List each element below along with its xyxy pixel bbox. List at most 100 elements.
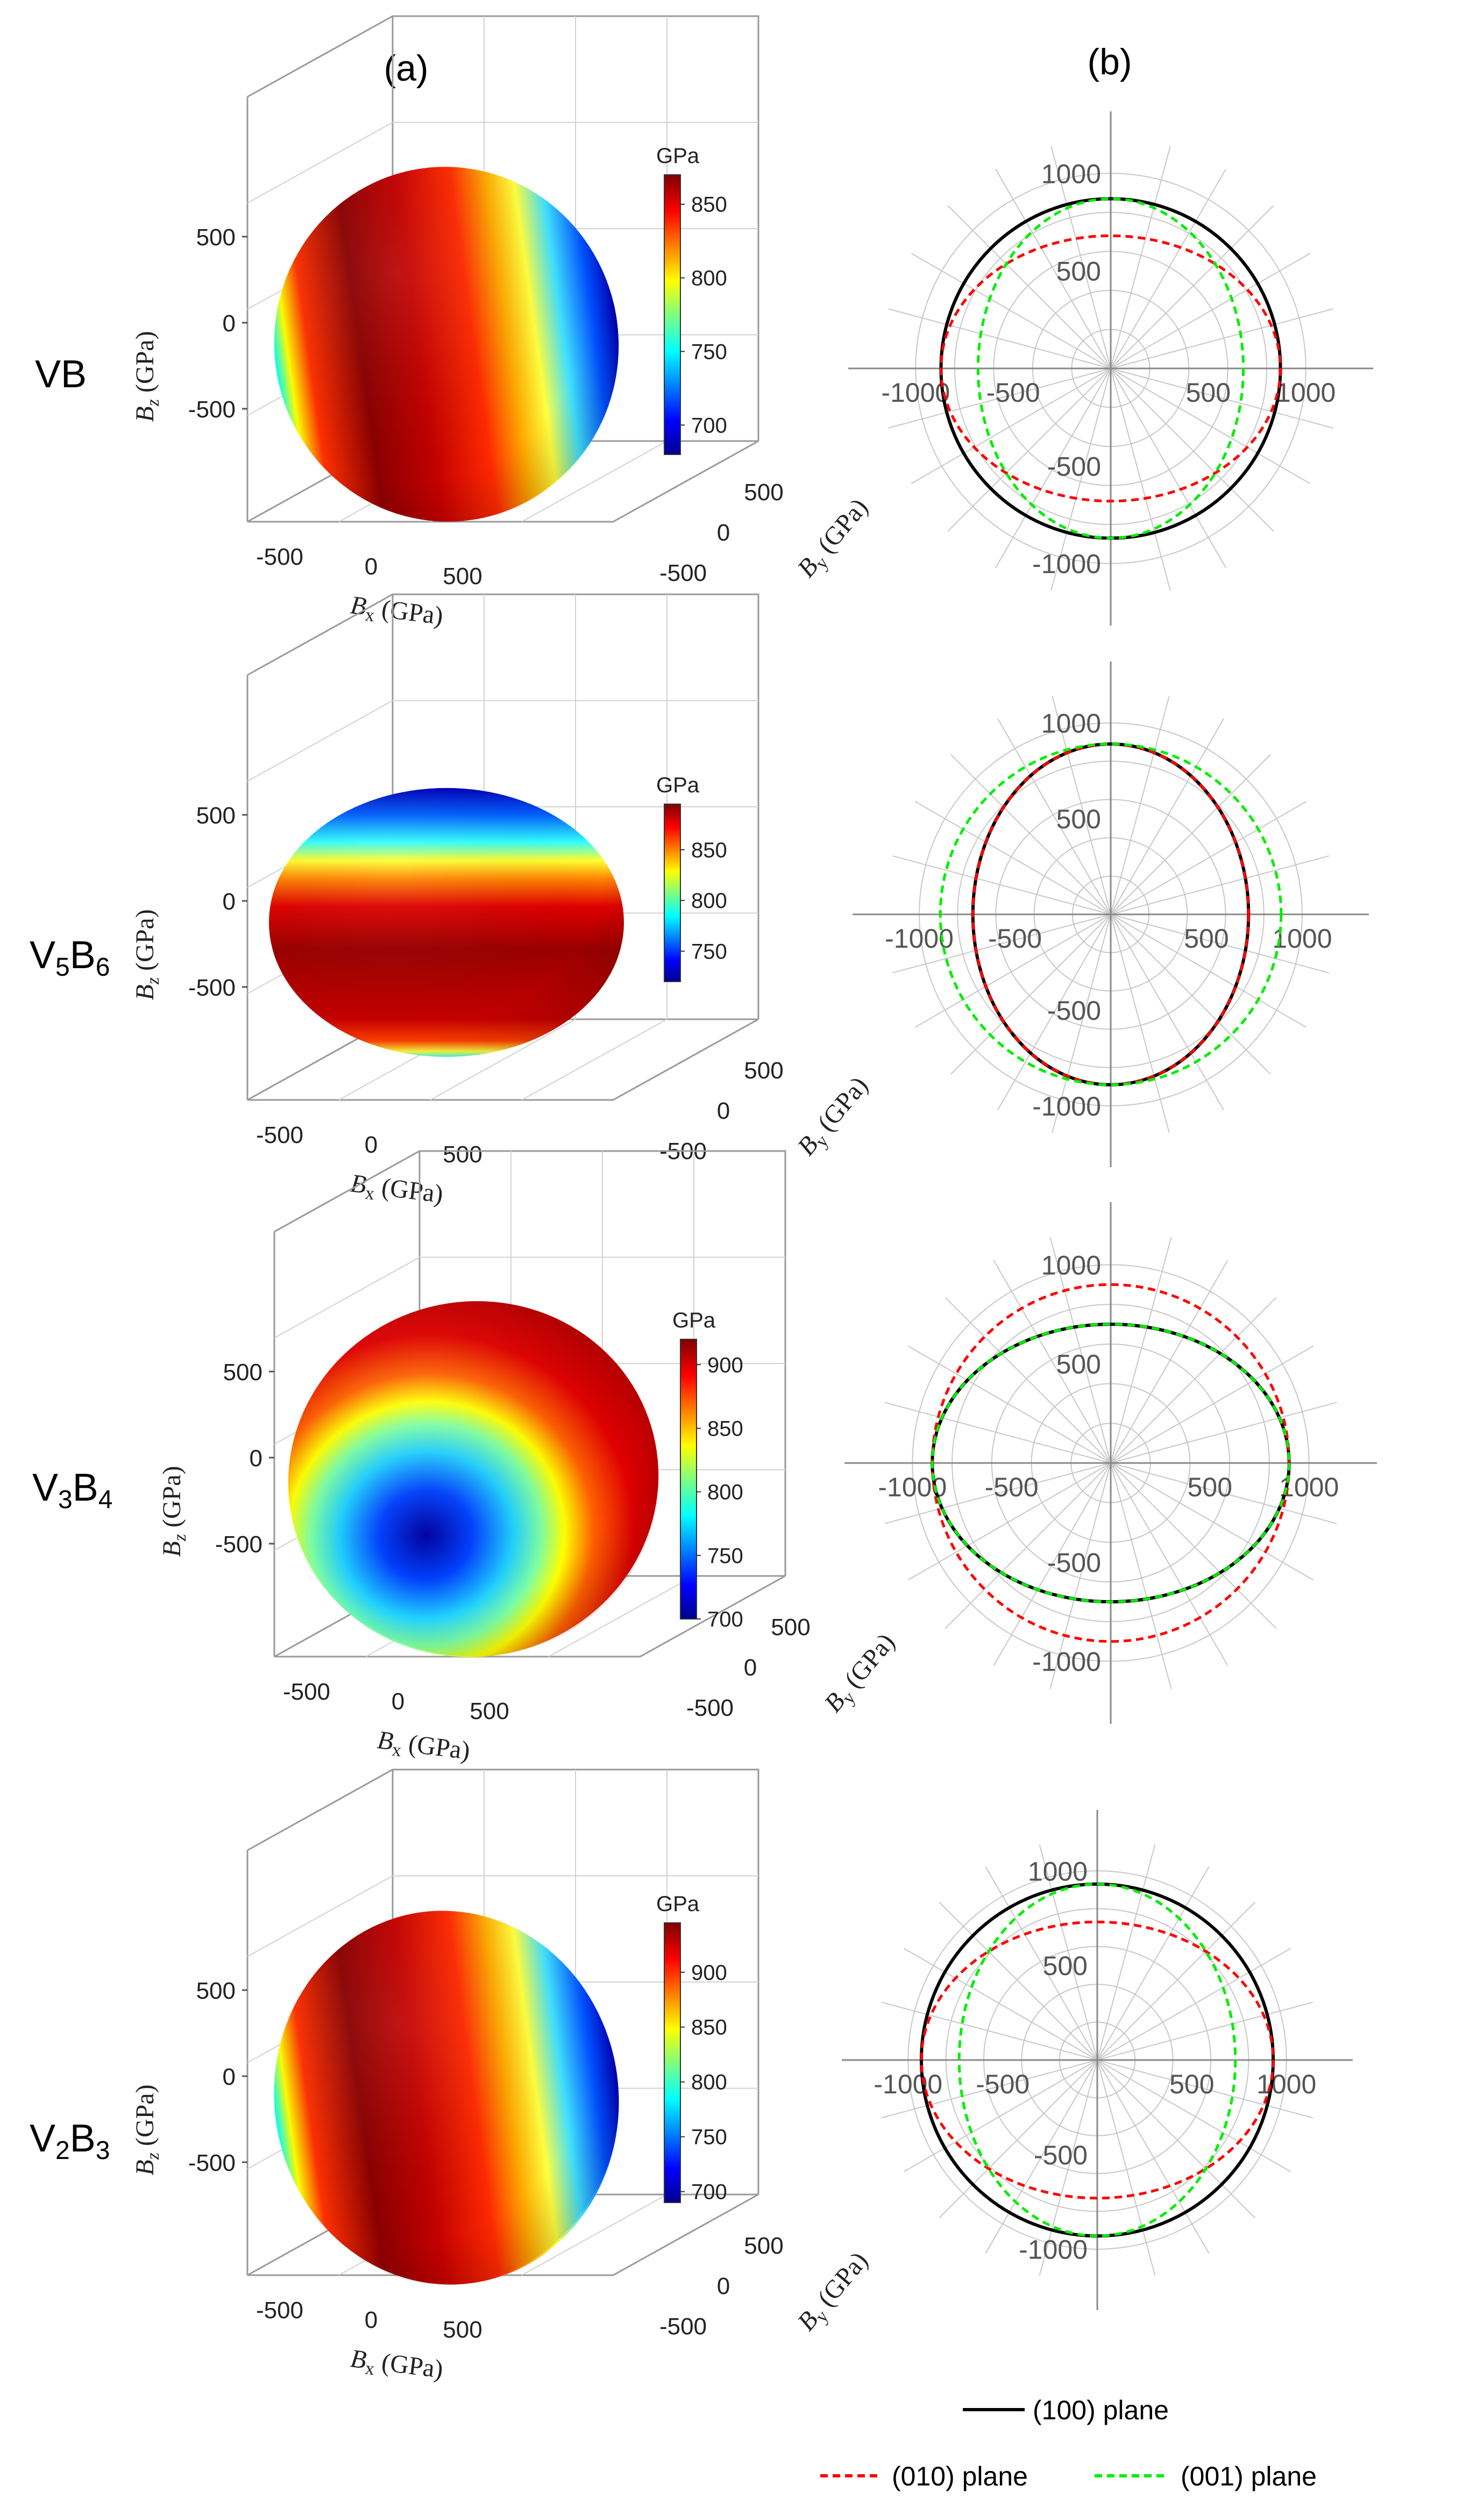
colorbar-gradient [664, 174, 681, 455]
polar-y-tick-label: 500 [1043, 1951, 1088, 1981]
colorbar-tick-label: 750 [691, 940, 727, 963]
surface-shading [274, 1910, 619, 2285]
x-tick-label: 0 [365, 553, 378, 580]
polar-tick-labels: -1000 -500 500 1000 1000 500 -500 -1000 [874, 1856, 1316, 2264]
z-tick-label: 500 [196, 224, 236, 251]
colorbar-tick-label: 750 [691, 2126, 727, 2149]
y-axis-unit: (GPa) [808, 2247, 874, 2317]
polar-y-tick-label: 1000 [1041, 159, 1101, 189]
polar-x-tick-label: 500 [1188, 1472, 1232, 1502]
colorbar: GPa 900 850 800 750 700 [656, 1892, 727, 2204]
z-axis-label: Bz (GPa) [131, 331, 163, 422]
colorbar-gradient [664, 804, 681, 982]
z-tick-label: 0 [223, 889, 236, 915]
colorbar-tick-label: 800 [691, 889, 727, 913]
y-tick-label: 0 [744, 1654, 757, 1681]
row-2: V5B6 500 0 -500 Bz (GPa) -500 0 500 Bx (GPa) 500 0… [30, 593, 1369, 1212]
colorbar-title: GPa [656, 1892, 700, 1916]
polar-y-tick-label: 1000 [1041, 708, 1101, 738]
z-tick-label: 0 [223, 310, 236, 337]
polar-axes [844, 1202, 1377, 1724]
x-axis-label: Bx (GPa) [349, 1169, 445, 1212]
x-axis-symbol: B [349, 591, 368, 621]
colorbar-tick-label: 750 [691, 340, 727, 364]
legend-label-001: (001) plane [1181, 2461, 1317, 2491]
series-010-plane [971, 742, 1250, 1086]
y-axis-unit: (GPa) [835, 1628, 900, 1699]
colorbar-tick-label: 800 [691, 2071, 727, 2094]
series-001-plane [931, 1323, 1291, 1603]
polar-y-tick-label: -1000 [1032, 549, 1101, 579]
x-tick-label: 0 [365, 1132, 378, 1158]
material-text: V [30, 934, 55, 977]
colorbar-title: GPa [656, 144, 700, 168]
y-tick-label: 500 [744, 1057, 783, 1084]
colorbar-tick-label: 900 [691, 1961, 727, 1985]
z-tick-label: -500 [188, 396, 236, 423]
x-tick-labels: -500 0 500 [256, 2297, 482, 2343]
colorbar-tick-label: 850 [691, 2016, 727, 2040]
y-tick-label: 0 [717, 520, 730, 546]
polar-x-tick-label: -1000 [881, 378, 950, 408]
y-tick-label: 0 [717, 1098, 730, 1124]
x-tick-label: 500 [470, 1698, 509, 1724]
x-tick-labels: -500 0 500 [283, 1679, 509, 1724]
material-text: B [73, 1466, 98, 1509]
material-label: V5B6 [30, 934, 110, 982]
z-tick-label: -500 [215, 1531, 262, 1558]
polar-y-tick-label: 500 [1056, 804, 1101, 834]
material-subscript: 3 [96, 2136, 110, 2165]
z-tick-label: -500 [188, 2150, 236, 2176]
x-tick-label: -500 [256, 1122, 303, 1148]
z-axis-label: Bz (GPa) [131, 2084, 163, 2175]
x-tick-label: 500 [443, 563, 482, 590]
z-tick-label: 500 [223, 1359, 262, 1386]
material-label: VB [35, 353, 87, 396]
legend-label-100: (100) plane [1033, 2395, 1169, 2425]
polar-y-tick-label: 1000 [1028, 1856, 1088, 1886]
z-tick-label: 0 [223, 2064, 236, 2090]
polar-x-tick-label: 1000 [1256, 2069, 1316, 2099]
polar-x-tick-label: 1000 [1272, 924, 1332, 954]
polar-y-tick-label: -500 [1047, 451, 1101, 481]
colorbar-tick-label: 850 [707, 1417, 743, 1440]
polar-x-tick-label: -1000 [874, 2069, 942, 2099]
polar-plot: -1000 -500 500 1000 1000 500 -500 -1000 [848, 111, 1373, 626]
polar-y-tick-label: -1000 [1032, 1091, 1101, 1121]
x-axis-unit: (GPa) [374, 1172, 445, 1209]
polar-axes [853, 662, 1369, 1167]
polar-y-tick-label: 1000 [1041, 1250, 1101, 1280]
surface-shading [269, 788, 624, 1057]
x-axis-subscript: x [364, 2359, 375, 2380]
series-001-plane [976, 197, 1245, 540]
material-text: VB [35, 353, 87, 396]
polar-tick-labels: -1000 -500 500 1000 1000 500 -500 -1000 [881, 159, 1336, 579]
series-001-plane [957, 1883, 1237, 2238]
y-tick-label: -500 [659, 560, 707, 586]
legend: (100) plane (010) plane (001) plane [820, 2395, 1317, 2491]
surface-shading [288, 1302, 659, 1657]
x-axis-subscript: x [364, 605, 375, 626]
colorbar-tick-label: 700 [691, 414, 727, 437]
material-label: V2B3 [30, 2117, 110, 2165]
colorbar-tick-label: 750 [707, 1544, 743, 1568]
y-tick-label: 500 [771, 1614, 810, 1640]
y-axis-label: By (GPa) [819, 1628, 903, 1720]
material-subscript: 3 [58, 1486, 73, 1514]
polar-x-tick-label: 500 [1184, 924, 1229, 954]
z-axis-subscript: z [143, 977, 163, 985]
z-tick-label: -500 [188, 975, 236, 1001]
z-axis-symbol: B [158, 1541, 186, 1557]
panel-label-a: (a) [384, 48, 428, 89]
x-axis-symbol: B [376, 1725, 395, 1756]
z-axis-subscript: z [143, 399, 163, 407]
